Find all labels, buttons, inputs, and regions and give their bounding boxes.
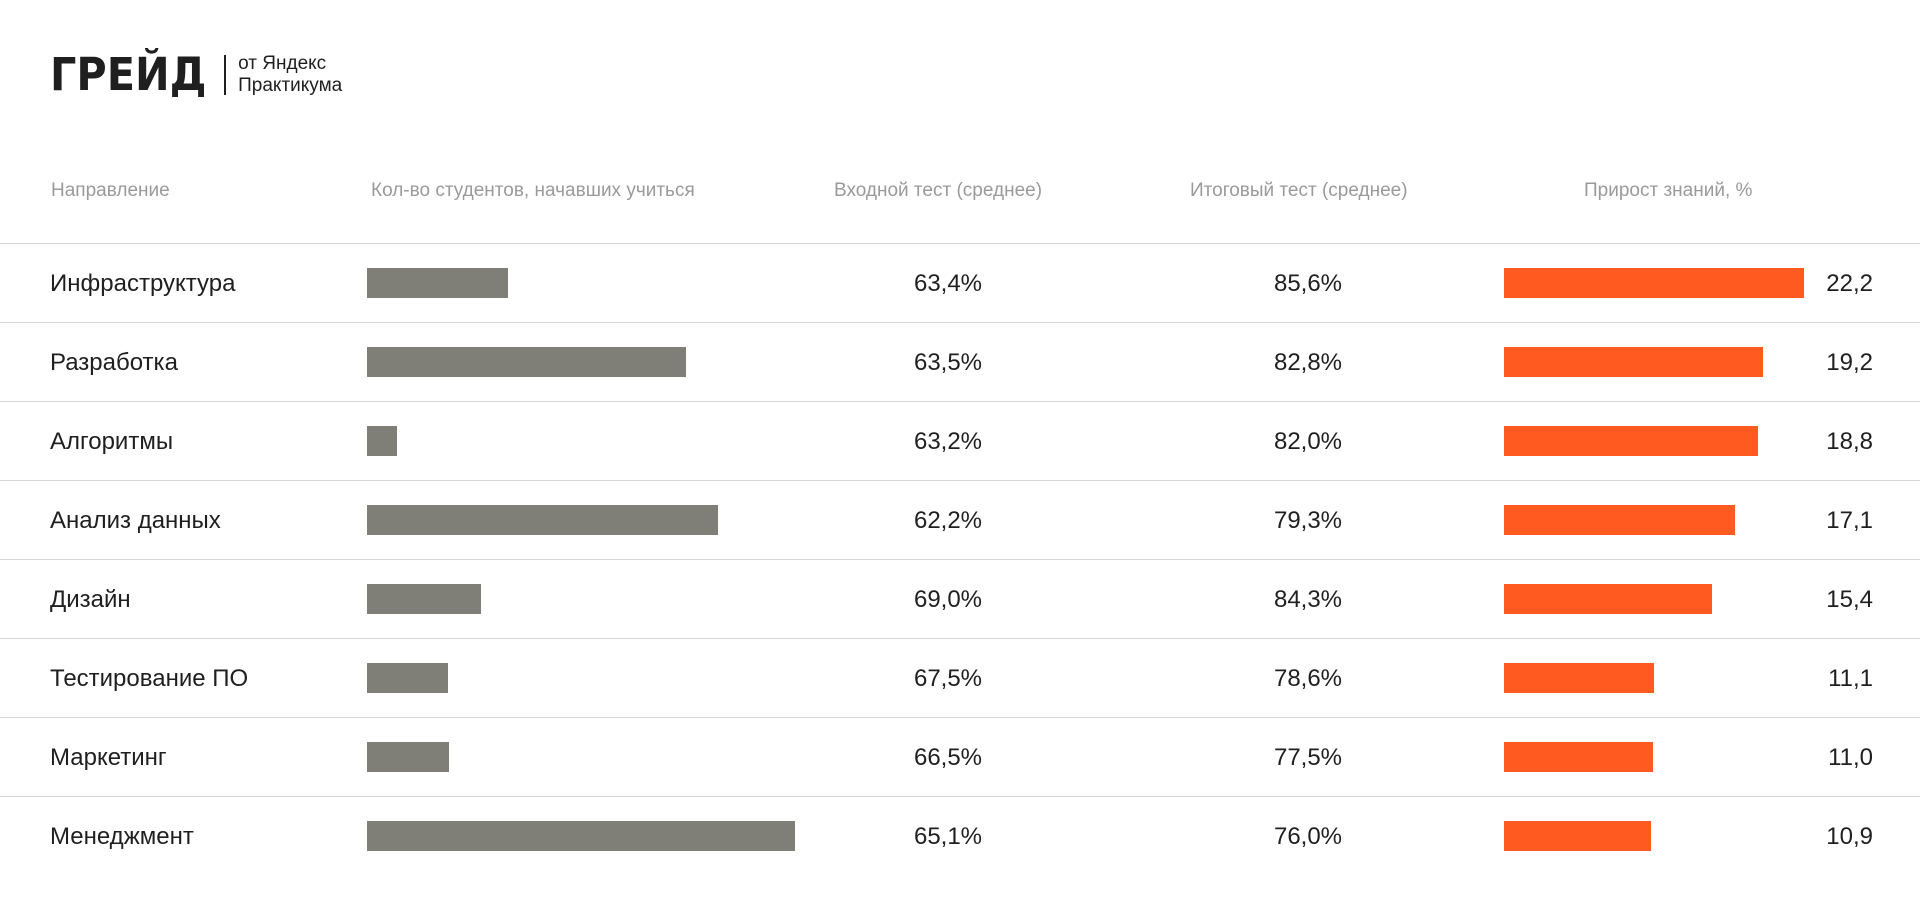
gain-bar (1504, 584, 1712, 614)
table-row: Разработка 63,5% 82,8% 19,2 (0, 322, 1920, 401)
header-entry-test: Входной тест (среднее) (834, 180, 1043, 201)
table-row: Инфраструктура 63,4% 85,6% 22,2 (0, 243, 1920, 322)
entry-test-value: 63,4% (913, 269, 983, 297)
row-direction-name: Маркетинг (50, 743, 167, 771)
gain-bar (1504, 426, 1758, 456)
row-direction-name: Менеджмент (50, 822, 194, 850)
gain-bar (1504, 268, 1804, 298)
final-test-value: 82,0% (1273, 427, 1343, 455)
students-bar (367, 742, 449, 772)
students-bar (367, 268, 508, 298)
table-header: Направление Кол-во студентов, начавших у… (0, 180, 1920, 210)
header-gain: Прирост знаний, % (1584, 180, 1753, 201)
entry-test-value: 63,5% (913, 348, 983, 376)
row-direction-name: Дизайн (50, 585, 131, 613)
logo-subtitle-line1: от Яндекс (238, 52, 327, 74)
table-row: Менеджмент 65,1% 76,0% 10,9 (0, 796, 1920, 875)
gain-value: 22,2 (1826, 269, 1873, 297)
table-row: Дизайн 69,0% 84,3% 15,4 (0, 559, 1920, 638)
row-direction-name: Инфраструктура (50, 269, 236, 297)
row-direction-name: Анализ данных (50, 506, 221, 534)
header-students: Кол-во студентов, начавших учиться (371, 180, 695, 201)
students-bar (367, 347, 686, 377)
gain-bar (1504, 505, 1735, 535)
gain-value: 17,1 (1826, 506, 1873, 534)
row-direction-name: Алгоритмы (50, 427, 174, 455)
gain-value: 10,9 (1826, 822, 1873, 850)
students-bar (367, 505, 718, 535)
table-row: Маркетинг 66,5% 77,5% 11,0 (0, 717, 1920, 796)
header-direction: Направление (51, 180, 170, 201)
students-bar (367, 584, 481, 614)
logo-subtitle: от Яндекс Практикума (238, 53, 342, 97)
final-test-value: 76,0% (1273, 822, 1343, 850)
students-bar (367, 663, 448, 693)
logo-subtitle-line2: Практикума (238, 74, 343, 96)
row-direction-name: Разработка (50, 348, 178, 376)
entry-test-value: 63,2% (913, 427, 983, 455)
header-final-test: Итоговый тест (среднее) (1190, 180, 1408, 201)
entry-test-value: 62,2% (913, 506, 983, 534)
gain-bar (1504, 347, 1763, 377)
students-bar (367, 426, 397, 456)
final-test-value: 77,5% (1273, 743, 1343, 771)
gain-value: 11,1 (1828, 664, 1873, 692)
brand-logo: ГРЕЙД от Яндекс Практикума (50, 52, 342, 97)
table-row: Анализ данных 62,2% 79,3% 17,1 (0, 480, 1920, 559)
gain-bar (1504, 663, 1654, 693)
gain-bar (1504, 821, 1651, 851)
logo-divider (224, 54, 227, 95)
table-row: Алгоритмы 63,2% 82,0% 18,8 (0, 401, 1920, 480)
students-bar (367, 821, 795, 851)
final-test-value: 79,3% (1273, 506, 1343, 534)
entry-test-value: 69,0% (913, 585, 983, 613)
final-test-value: 82,8% (1273, 348, 1343, 376)
gain-value: 15,4 (1826, 585, 1873, 613)
entry-test-value: 66,5% (913, 743, 983, 771)
table-row: Тестирование ПО 67,5% 78,6% 11,1 (0, 638, 1920, 717)
final-test-value: 84,3% (1273, 585, 1343, 613)
logo-wordmark: ГРЕЙД (50, 48, 207, 101)
final-test-value: 78,6% (1273, 664, 1343, 692)
entry-test-value: 67,5% (913, 664, 983, 692)
gain-value: 19,2 (1826, 348, 1873, 376)
gain-bar (1504, 742, 1653, 772)
gain-value: 11,0 (1828, 743, 1873, 771)
table-body: Инфраструктура 63,4% 85,6% 22,2 Разработка 63… (0, 243, 1920, 875)
row-direction-name: Тестирование ПО (50, 664, 249, 692)
gain-value: 18,8 (1826, 427, 1873, 455)
final-test-value: 85,6% (1273, 269, 1343, 297)
entry-test-value: 65,1% (913, 822, 983, 850)
